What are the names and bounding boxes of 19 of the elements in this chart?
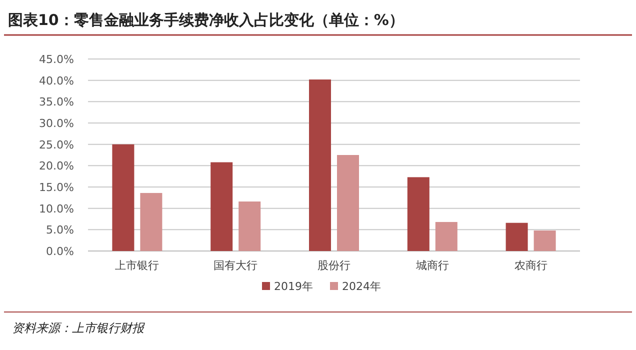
y-tick-label: 5.0% — [46, 224, 74, 237]
title: 图表10：零售金融业务手续费净收入占比变化（单位：%） — [8, 11, 404, 29]
y-tick-label: 30.0% — [39, 117, 74, 130]
y-tick-label: 40.0% — [39, 74, 74, 88]
y-tick-label: 45.0% — [39, 53, 74, 66]
legend-label: 2019年 — [274, 280, 313, 293]
y-tick-label: 25.0% — [39, 138, 74, 152]
y-tick-label: 10.0% — [39, 202, 74, 216]
y-tick-label: 0.0% — [46, 245, 74, 258]
y-tick-label: 20.0% — [39, 160, 74, 173]
text: 资料来源：上市银行财报 — [12, 321, 145, 335]
x-tick-label: 国有大行 — [214, 259, 258, 272]
x-tick-label: 农商行 — [514, 259, 548, 272]
x-tick-label: 股份行 — [318, 259, 350, 272]
y-tick-label: 35.0% — [39, 96, 74, 109]
x-tick-label: 城商行 — [414, 259, 449, 272]
x-tick-label: 上市银行 — [115, 259, 160, 272]
legend-label: 2024年 — [342, 280, 381, 293]
y-tick-label: 15.0% — [39, 181, 74, 194]
